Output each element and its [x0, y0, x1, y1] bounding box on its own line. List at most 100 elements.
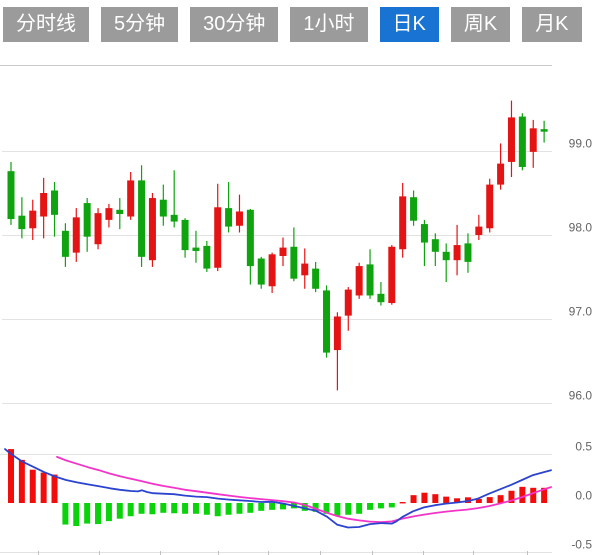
- macd-bar-down: [258, 503, 265, 511]
- candle-body: [203, 245, 211, 269]
- candle-body: [83, 203, 91, 237]
- candle-body: [388, 246, 396, 304]
- macd-bar-up: [40, 472, 47, 503]
- macd-bar-up: [530, 487, 537, 503]
- macd-bar-up: [421, 492, 428, 503]
- macd-bar-down: [116, 503, 123, 519]
- candle-body: [464, 243, 472, 262]
- macd-lines: [4, 448, 552, 529]
- candle-body: [344, 289, 352, 316]
- price-axis-label: 99.0: [569, 137, 593, 151]
- macd-bar-down: [73, 503, 80, 527]
- grid-and-axis: 99.0 98.0 97.0 96.0 0.5 0.0 -0.5: [0, 65, 593, 555]
- macd-bar-down: [225, 503, 232, 515]
- candle-body: [29, 210, 37, 229]
- candle-body: [366, 264, 374, 296]
- macd-bar-up: [399, 502, 406, 504]
- candle-body: [518, 116, 526, 167]
- macd-bar-down: [182, 503, 189, 514]
- tab-monthly-k[interactable]: 月K: [522, 7, 582, 42]
- candle-body: [333, 316, 341, 351]
- macd-bar-down: [192, 503, 199, 514]
- tab-timeline[interactable]: 分时线: [3, 7, 89, 42]
- candle-body: [127, 180, 135, 217]
- macd-bar-down: [356, 503, 363, 514]
- candle-body: [355, 266, 363, 296]
- candle-body: [323, 290, 331, 353]
- macd-bar-up: [8, 449, 14, 503]
- dea-line: [56, 455, 552, 523]
- macd-bar-down: [214, 503, 221, 517]
- candle-body: [170, 214, 178, 222]
- price-axis-label: 96.0: [569, 389, 593, 403]
- macd-bar-down: [105, 503, 112, 522]
- tab-30min[interactable]: 30分钟: [190, 7, 279, 42]
- candle-body: [257, 258, 265, 285]
- candle-body: [507, 117, 515, 162]
- macd-bar-up: [497, 495, 504, 503]
- tab-daily-k[interactable]: 日K: [379, 7, 439, 42]
- macd-bar-down: [236, 503, 243, 514]
- macd-bar-down: [280, 503, 286, 510]
- candle-body: [540, 129, 548, 132]
- macd-histogram: [8, 449, 548, 527]
- macd-bar-down: [171, 503, 178, 514]
- candle-body: [301, 263, 309, 276]
- timeframe-tabbar: 分时线 5分钟 30分钟 1小时 日K 周K 月K: [3, 7, 582, 42]
- candle-body: [399, 196, 407, 250]
- macd-bar-up: [475, 498, 482, 503]
- macd-bar-up: [18, 459, 25, 503]
- macd-bar-down: [367, 503, 374, 510]
- candle-body: [431, 239, 439, 252]
- dif-line: [4, 448, 552, 529]
- candle-body: [225, 208, 233, 227]
- candle-body: [279, 247, 287, 256]
- macd-bar-up: [29, 469, 36, 503]
- macd-axis-label: -0.5: [571, 538, 592, 552]
- macd-axis-label: 0.5: [575, 440, 592, 454]
- macd-bar-down: [95, 503, 102, 525]
- macd-bar-down: [312, 503, 319, 512]
- macd-bar-up: [508, 490, 515, 503]
- macd-bar-down: [149, 503, 156, 515]
- price-axis-label: 98.0: [569, 221, 593, 235]
- candle-body: [7, 171, 15, 220]
- macd-bar-down: [388, 503, 395, 508]
- tab-1hour[interactable]: 1小时: [290, 7, 368, 42]
- macd-bar-down: [323, 503, 330, 514]
- macd-bar-down: [84, 503, 91, 524]
- candle-body: [312, 268, 320, 289]
- macd-bar-down: [247, 503, 254, 513]
- macd-axis-label: 0.0: [575, 489, 592, 503]
- macd-bar-up: [486, 497, 493, 503]
- macd-bar-up: [443, 496, 450, 503]
- macd-bar-down: [127, 503, 134, 517]
- macd-bar-down: [301, 503, 308, 511]
- macd-bar-up: [432, 494, 439, 503]
- candle-body: [214, 207, 222, 268]
- candle-body: [51, 190, 59, 215]
- candle-body: [377, 293, 385, 303]
- price-axis-label: 97.0: [569, 305, 593, 319]
- tab-5min[interactable]: 5分钟: [101, 7, 179, 42]
- candle-body: [116, 209, 124, 214]
- candle-body: [192, 247, 200, 251]
- candle-body: [475, 226, 483, 235]
- candle-body: [268, 254, 276, 287]
- candle-body: [18, 215, 26, 230]
- candle-body: [72, 217, 80, 253]
- candle-body: [235, 211, 243, 226]
- candle-body: [246, 209, 254, 267]
- tab-weekly-k[interactable]: 周K: [450, 7, 511, 42]
- macd-bar-up: [541, 487, 548, 503]
- macd-bar-up: [519, 486, 526, 503]
- macd-bar-down: [203, 503, 210, 515]
- macd-bar-down: [160, 503, 167, 513]
- macd-bar-down: [345, 503, 352, 515]
- candle-body: [159, 199, 167, 217]
- candles: [7, 100, 548, 391]
- candle-body: [453, 245, 461, 261]
- candle-body: [181, 219, 189, 251]
